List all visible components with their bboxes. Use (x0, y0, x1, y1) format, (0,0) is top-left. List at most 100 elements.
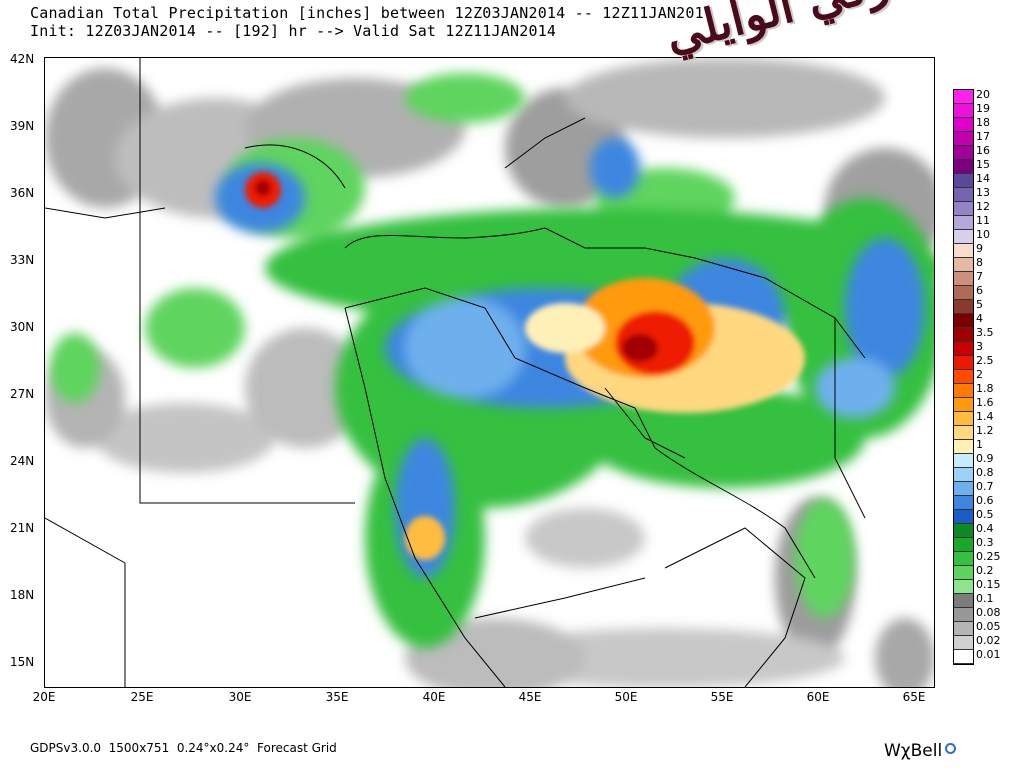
legend-label: 0.8 (976, 466, 994, 479)
brand-dot-icon (945, 743, 957, 754)
lat-label-33n: 33N (10, 253, 35, 267)
legend-swatch (954, 426, 973, 440)
legend-swatch (954, 132, 973, 146)
lon-label-20e: 20E (32, 690, 56, 704)
legend-label: 7 (976, 270, 983, 283)
lat-label-42n: 42N (10, 52, 35, 66)
lon-label-45e: 45E (518, 690, 542, 704)
lat-label-27n: 27N (10, 387, 35, 401)
legend-swatch (954, 356, 973, 370)
legend-label: 0.01 (976, 648, 1001, 661)
legend-label: 0.9 (976, 452, 994, 465)
legend-swatch (954, 314, 973, 328)
legend-label: 0.02 (976, 634, 1001, 647)
lat-label-30n: 30N (10, 320, 35, 334)
legend-swatch (954, 608, 973, 622)
legend-swatch (954, 370, 973, 384)
legend-swatch (954, 300, 973, 314)
lat-label-21n: 21N (10, 521, 35, 535)
lat-label-15n: 15N (10, 655, 35, 669)
legend-label: 14 (976, 172, 990, 185)
legend-label: 2 (976, 368, 983, 381)
legend-label: 0.3 (976, 536, 994, 549)
legend-swatch (954, 468, 973, 482)
legend-swatch (954, 440, 973, 454)
lon-label-30e: 30E (228, 690, 252, 704)
legend-label: 1 (976, 438, 983, 451)
legend-swatch (954, 146, 973, 160)
country-borders (45, 58, 866, 687)
legend-label: 1.6 (976, 396, 994, 409)
legend-swatch (954, 216, 973, 230)
brand-text: WχBell (884, 741, 943, 761)
legend-label: 16 (976, 144, 990, 157)
legend-swatch (954, 412, 973, 426)
legend-label: 0.08 (976, 606, 1001, 619)
legend-swatch (954, 272, 973, 286)
legend-swatch (954, 482, 973, 496)
heaviest-precip-areas (245, 172, 805, 560)
legend-label: 0.6 (976, 494, 994, 507)
legend-label: 11 (976, 214, 990, 227)
legend-swatch (954, 286, 973, 300)
watermark-signature: تركي الوايلي (660, 0, 1020, 200)
legend-label: 1.4 (976, 410, 994, 423)
legend-swatch (954, 580, 973, 594)
legend-label: 0.1 (976, 592, 994, 605)
legend-label: 13 (976, 186, 990, 199)
legend-label: 3.5 (976, 326, 994, 339)
legend-swatch (954, 188, 973, 202)
chart-title: Canadian Total Precipitation [inches] be… (30, 4, 714, 22)
legend-label: 0.05 (976, 620, 1001, 633)
legend-swatch (954, 454, 973, 468)
legend-label: 10 (976, 228, 990, 241)
legend-label: 18 (976, 116, 990, 129)
legend-label: 4 (976, 312, 983, 325)
legend-swatch (954, 174, 973, 188)
legend-label: 0.25 (976, 550, 1001, 563)
legend-label: 2.5 (976, 354, 994, 367)
legend-label: 19 (976, 102, 990, 115)
legend-swatch (954, 524, 973, 538)
legend-swatch (954, 202, 973, 216)
legend-swatch (954, 510, 973, 524)
legend-swatch (954, 398, 973, 412)
lat-label-24n: 24N (10, 454, 35, 468)
legend-label: 3 (976, 340, 983, 353)
legend-label: 9 (976, 242, 983, 255)
legend-label: 0.4 (976, 522, 994, 535)
legend-swatch (954, 328, 973, 342)
legend-swatch (954, 342, 973, 356)
legend-swatch (954, 650, 973, 664)
legend-label: 6 (976, 284, 983, 297)
lon-label-50e: 50E (614, 690, 638, 704)
lon-label-35e: 35E (325, 690, 349, 704)
legend-label: 20 (976, 88, 990, 101)
legend-label: 5 (976, 298, 983, 311)
legend-label: 12 (976, 200, 990, 213)
legend-label: 1.8 (976, 382, 994, 395)
legend-swatch (954, 90, 973, 104)
legend-swatch (954, 594, 973, 608)
color-legend (953, 89, 974, 665)
legend-label: 0.5 (976, 508, 994, 521)
legend-swatch (954, 496, 973, 510)
lon-label-40e: 40E (422, 690, 446, 704)
legend-swatch (954, 622, 973, 636)
legend-label: 0.2 (976, 564, 994, 577)
legend-swatch (954, 636, 973, 650)
legend-swatch (954, 552, 973, 566)
legend-label: 15 (976, 158, 990, 171)
legend-swatch (954, 104, 973, 118)
precipitation-map (44, 57, 935, 688)
brand-logo: WχBell (884, 741, 957, 761)
legend-swatch (954, 244, 973, 258)
legend-swatch (954, 566, 973, 580)
legend-swatch (954, 160, 973, 174)
map-canvas (45, 58, 934, 687)
legend-label: 1.2 (976, 424, 994, 437)
legend-label: 0.15 (976, 578, 1001, 591)
model-info: GDPSv3.0.0 1500x751 0.24°x0.24° Forecast… (30, 741, 337, 755)
lon-label-55e: 55E (710, 690, 734, 704)
legend-swatch (954, 118, 973, 132)
